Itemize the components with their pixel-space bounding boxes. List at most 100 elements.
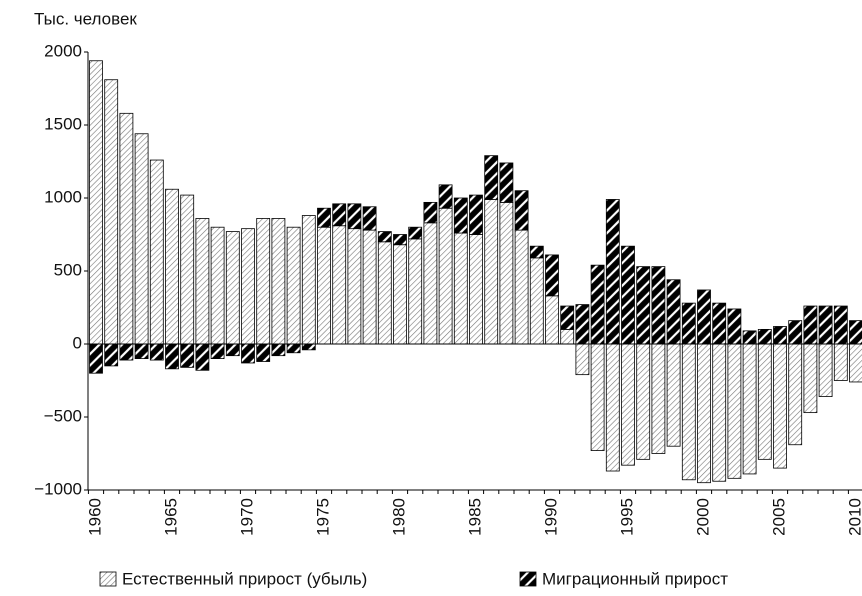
bar (378, 242, 391, 344)
x-tick-label: 2005 (769, 498, 788, 536)
bar (485, 199, 498, 344)
y-tick-label: −500 (44, 406, 82, 425)
bar (257, 344, 270, 362)
bar (363, 230, 376, 344)
bar (850, 344, 862, 382)
bar (150, 344, 163, 360)
bar (758, 329, 771, 344)
bar (850, 321, 862, 344)
bar (287, 344, 300, 353)
bar (242, 344, 255, 363)
bar (454, 198, 467, 233)
bar (743, 344, 756, 474)
bar (348, 229, 361, 344)
bar (196, 218, 209, 344)
bar (728, 309, 741, 344)
bar (561, 306, 574, 329)
bar (135, 344, 148, 359)
bar (637, 267, 650, 344)
x-tick-label: 1975 (313, 498, 332, 536)
bar (530, 258, 543, 344)
bar (834, 306, 847, 344)
bar (409, 227, 422, 239)
bar (333, 204, 346, 226)
bar (682, 303, 695, 344)
bar (546, 296, 559, 344)
bar (439, 208, 452, 344)
bar (211, 227, 224, 344)
legend-label: Миграционный прирост (542, 569, 728, 588)
bar (394, 245, 407, 344)
bar (622, 344, 635, 465)
bar (302, 344, 315, 350)
bar (181, 344, 194, 367)
bar (728, 344, 741, 478)
bar (90, 344, 103, 373)
y-tick-label: 0 (73, 333, 82, 352)
bar (257, 218, 270, 344)
bar (120, 344, 133, 360)
bar (318, 208, 331, 227)
bar (774, 344, 787, 468)
bar (713, 344, 726, 481)
legend-swatch (100, 572, 116, 586)
bar (150, 160, 163, 344)
bar (698, 344, 711, 483)
bar (819, 306, 832, 344)
legend-swatch (520, 572, 536, 586)
bar (652, 267, 665, 344)
bar (470, 235, 483, 345)
bar (682, 344, 695, 480)
bar (211, 344, 224, 359)
bar (652, 344, 665, 454)
bar (424, 202, 437, 222)
y-tick-label: 500 (54, 260, 82, 279)
bar (789, 344, 802, 445)
bar (363, 207, 376, 230)
bar (713, 303, 726, 344)
bar (470, 195, 483, 234)
bar (272, 344, 285, 356)
bar (561, 329, 574, 344)
x-tick-label: 1990 (541, 498, 560, 536)
bar (804, 344, 817, 413)
bar (454, 233, 467, 344)
bar (333, 226, 346, 344)
bar (120, 113, 133, 344)
bar (439, 185, 452, 208)
x-tick-label: 1970 (237, 498, 256, 536)
bar (105, 80, 118, 344)
x-tick-label: 1965 (161, 498, 180, 536)
bar (546, 255, 559, 296)
bar (287, 227, 300, 344)
bar (576, 344, 589, 375)
bar (181, 195, 194, 344)
bar (606, 344, 619, 471)
bar (591, 344, 604, 451)
y-tick-label: −1000 (34, 479, 82, 498)
bar (743, 331, 756, 344)
bar (667, 344, 680, 446)
bar (591, 265, 604, 344)
y-tick-label: 1500 (44, 114, 82, 133)
bar (515, 191, 528, 230)
x-tick-label: 1960 (85, 498, 104, 536)
bar (394, 235, 407, 245)
bar (166, 189, 179, 344)
bar (530, 246, 543, 258)
bar (606, 199, 619, 344)
bar (789, 321, 802, 344)
bar (485, 156, 498, 200)
bar (637, 344, 650, 459)
y-tick-label: 1000 (44, 187, 82, 206)
bar (226, 344, 239, 356)
y-tick-label: 2000 (44, 41, 82, 60)
bar (500, 163, 513, 202)
x-tick-label: 1980 (389, 498, 408, 536)
x-tick-label: 2000 (693, 498, 712, 536)
bar (515, 230, 528, 344)
x-tick-label: 1995 (617, 498, 636, 536)
bar (318, 227, 331, 344)
bar (758, 344, 771, 459)
